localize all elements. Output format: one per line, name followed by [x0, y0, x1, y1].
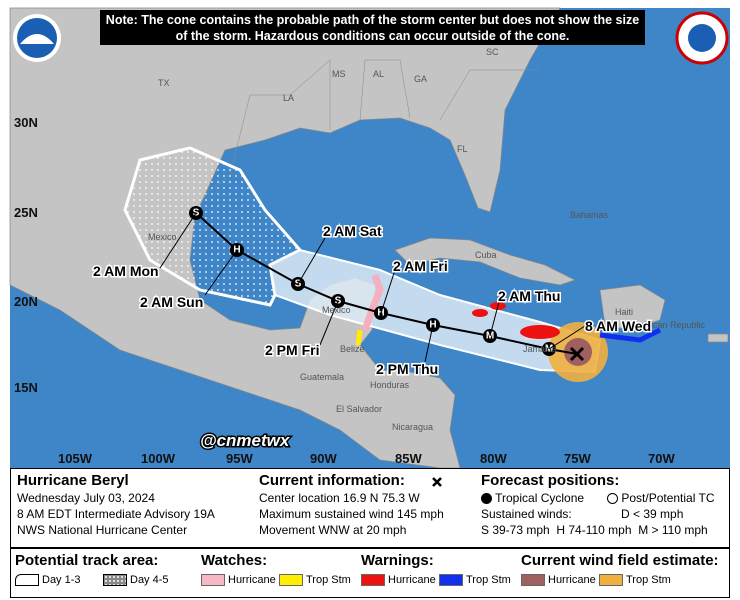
lon-label: 80W — [480, 451, 507, 466]
lon-label: 105W — [58, 451, 93, 466]
wind-ts-label: Trop Stm — [626, 574, 671, 586]
state-label: TX — [158, 78, 170, 88]
state-label: GA — [414, 74, 427, 84]
d-scale: D < 39 mph — [621, 507, 684, 521]
lat-label: 25N — [14, 205, 38, 220]
lon-label: 70W — [648, 451, 675, 466]
advisory: 8 AM EDT Intermediate Advisory 19A — [17, 507, 215, 521]
winds: Sustained winds: — [481, 507, 572, 521]
watch-h: Hurricane — [201, 574, 276, 587]
lon-label: 90W — [310, 451, 337, 466]
country-label: Honduras — [370, 380, 410, 390]
current-position — [569, 346, 585, 362]
wind: Maximum sustained wind 145 mph — [259, 507, 444, 521]
state-label: SC — [486, 47, 499, 57]
country-label: El Salvador — [336, 404, 382, 414]
lon-label: 100W — [141, 451, 176, 466]
country-label: Mexico — [148, 232, 177, 242]
wind-title: Current wind field estimate: — [521, 552, 719, 569]
country-label: Bahamas — [570, 210, 609, 220]
country-label: Guatemala — [300, 372, 344, 382]
movement: Movement WNW at 20 mph — [259, 523, 407, 537]
lat-label: 15N — [14, 380, 38, 395]
current-title: Current information: — [259, 472, 405, 489]
state-label: AL — [373, 69, 384, 79]
time-leaders — [159, 212, 586, 363]
country-label: Jamaica — [523, 344, 557, 354]
x-icon — [432, 477, 442, 487]
note-box — [100, 10, 645, 45]
ts-watch — [355, 329, 363, 346]
country-label: Nicaragua — [392, 422, 433, 432]
time-label: 2 AM Sun — [140, 294, 203, 310]
watch-h-label: Hurricane — [228, 574, 276, 586]
lon-label: 75W — [564, 451, 591, 466]
warnings-title: Warnings: — [361, 552, 434, 569]
watches-title: Watches: — [201, 552, 268, 569]
warn-h-label: Hurricane — [388, 574, 436, 586]
post-label: Post/Potential TC — [621, 491, 715, 505]
info-panel: Hurricane Beryl Wednesday July 03, 2024 … — [10, 468, 730, 548]
country-label: Mexico — [322, 305, 351, 315]
map: MMHHSSHS Note: The cone contains the pro… — [9, 7, 730, 468]
date: Wednesday July 03, 2024 — [17, 491, 155, 505]
state-label: MS — [332, 69, 346, 79]
tc-label: Tropical Cyclone — [495, 491, 585, 505]
time-label: 2 PM Thu — [376, 361, 438, 377]
lat-label: 30N — [14, 115, 38, 130]
watch-ts: Trop Stm — [279, 574, 351, 587]
note: Note: The cone contains the probable pat… — [105, 13, 640, 43]
ts-warning — [599, 327, 662, 343]
wind-h-label: Hurricane — [548, 574, 596, 586]
location: Center location 16.9 N 75.3 W — [259, 491, 420, 505]
watermark: @cnmetwx — [200, 431, 291, 450]
time-label: 2 AM Mon — [93, 263, 159, 279]
country-label: Cuba — [475, 250, 497, 260]
point-letter: S — [193, 208, 200, 219]
lon-label: 85W — [395, 451, 422, 466]
warnings — [472, 302, 560, 339]
track-title: Potential track area: — [15, 552, 159, 569]
point-letter: S — [335, 296, 342, 307]
state-label: LA — [283, 93, 294, 103]
day13: Day 1-3 — [15, 574, 81, 587]
storm-name: Hurricane Beryl — [17, 472, 129, 489]
day45-label: Day 4-5 — [130, 574, 169, 586]
lon-label: 95W — [226, 451, 253, 466]
day13-label: Day 1-3 — [42, 574, 81, 586]
time-label: 8 AM Wed — [585, 318, 651, 334]
nws-logo — [675, 11, 729, 65]
warn-ts-label: Trop Stm — [466, 574, 511, 586]
warn-ts: Trop Stm — [439, 574, 511, 587]
day45: Day 4-5 — [103, 574, 169, 587]
tc: Tropical Cyclone — [481, 491, 584, 505]
legend: Potential track area: Day 1-3 Day 4-5 Wa… — [10, 548, 730, 598]
scale: S 39-73 mph H 74-110 mph M > 110 mph — [481, 523, 708, 537]
hurricane-watch — [361, 273, 384, 332]
time-label: 2 AM Fri — [393, 258, 448, 274]
watch-ts-label: Trop Stm — [306, 574, 351, 586]
forecast-title: Forecast positions: — [481, 472, 620, 489]
time-label: 2 PM Fri — [265, 342, 319, 358]
time-label: 2 AM Sat — [323, 223, 382, 239]
country-label: Haiti — [615, 307, 633, 317]
state-label: FL — [457, 144, 468, 154]
center: NWS National Hurricane Center — [17, 523, 188, 537]
country-label: Belize — [340, 344, 365, 354]
country-label: Dominican Republic — [625, 320, 706, 330]
post: Post/Potential TC — [607, 491, 715, 505]
wind-h: Hurricane — [521, 574, 596, 587]
warn-h: Hurricane — [361, 574, 436, 587]
wind-ts: Trop Stm — [599, 574, 671, 587]
lat-label: 20N — [14, 294, 38, 309]
noaa-logo — [13, 14, 61, 62]
time-label: 2 AM Thu — [498, 288, 560, 304]
